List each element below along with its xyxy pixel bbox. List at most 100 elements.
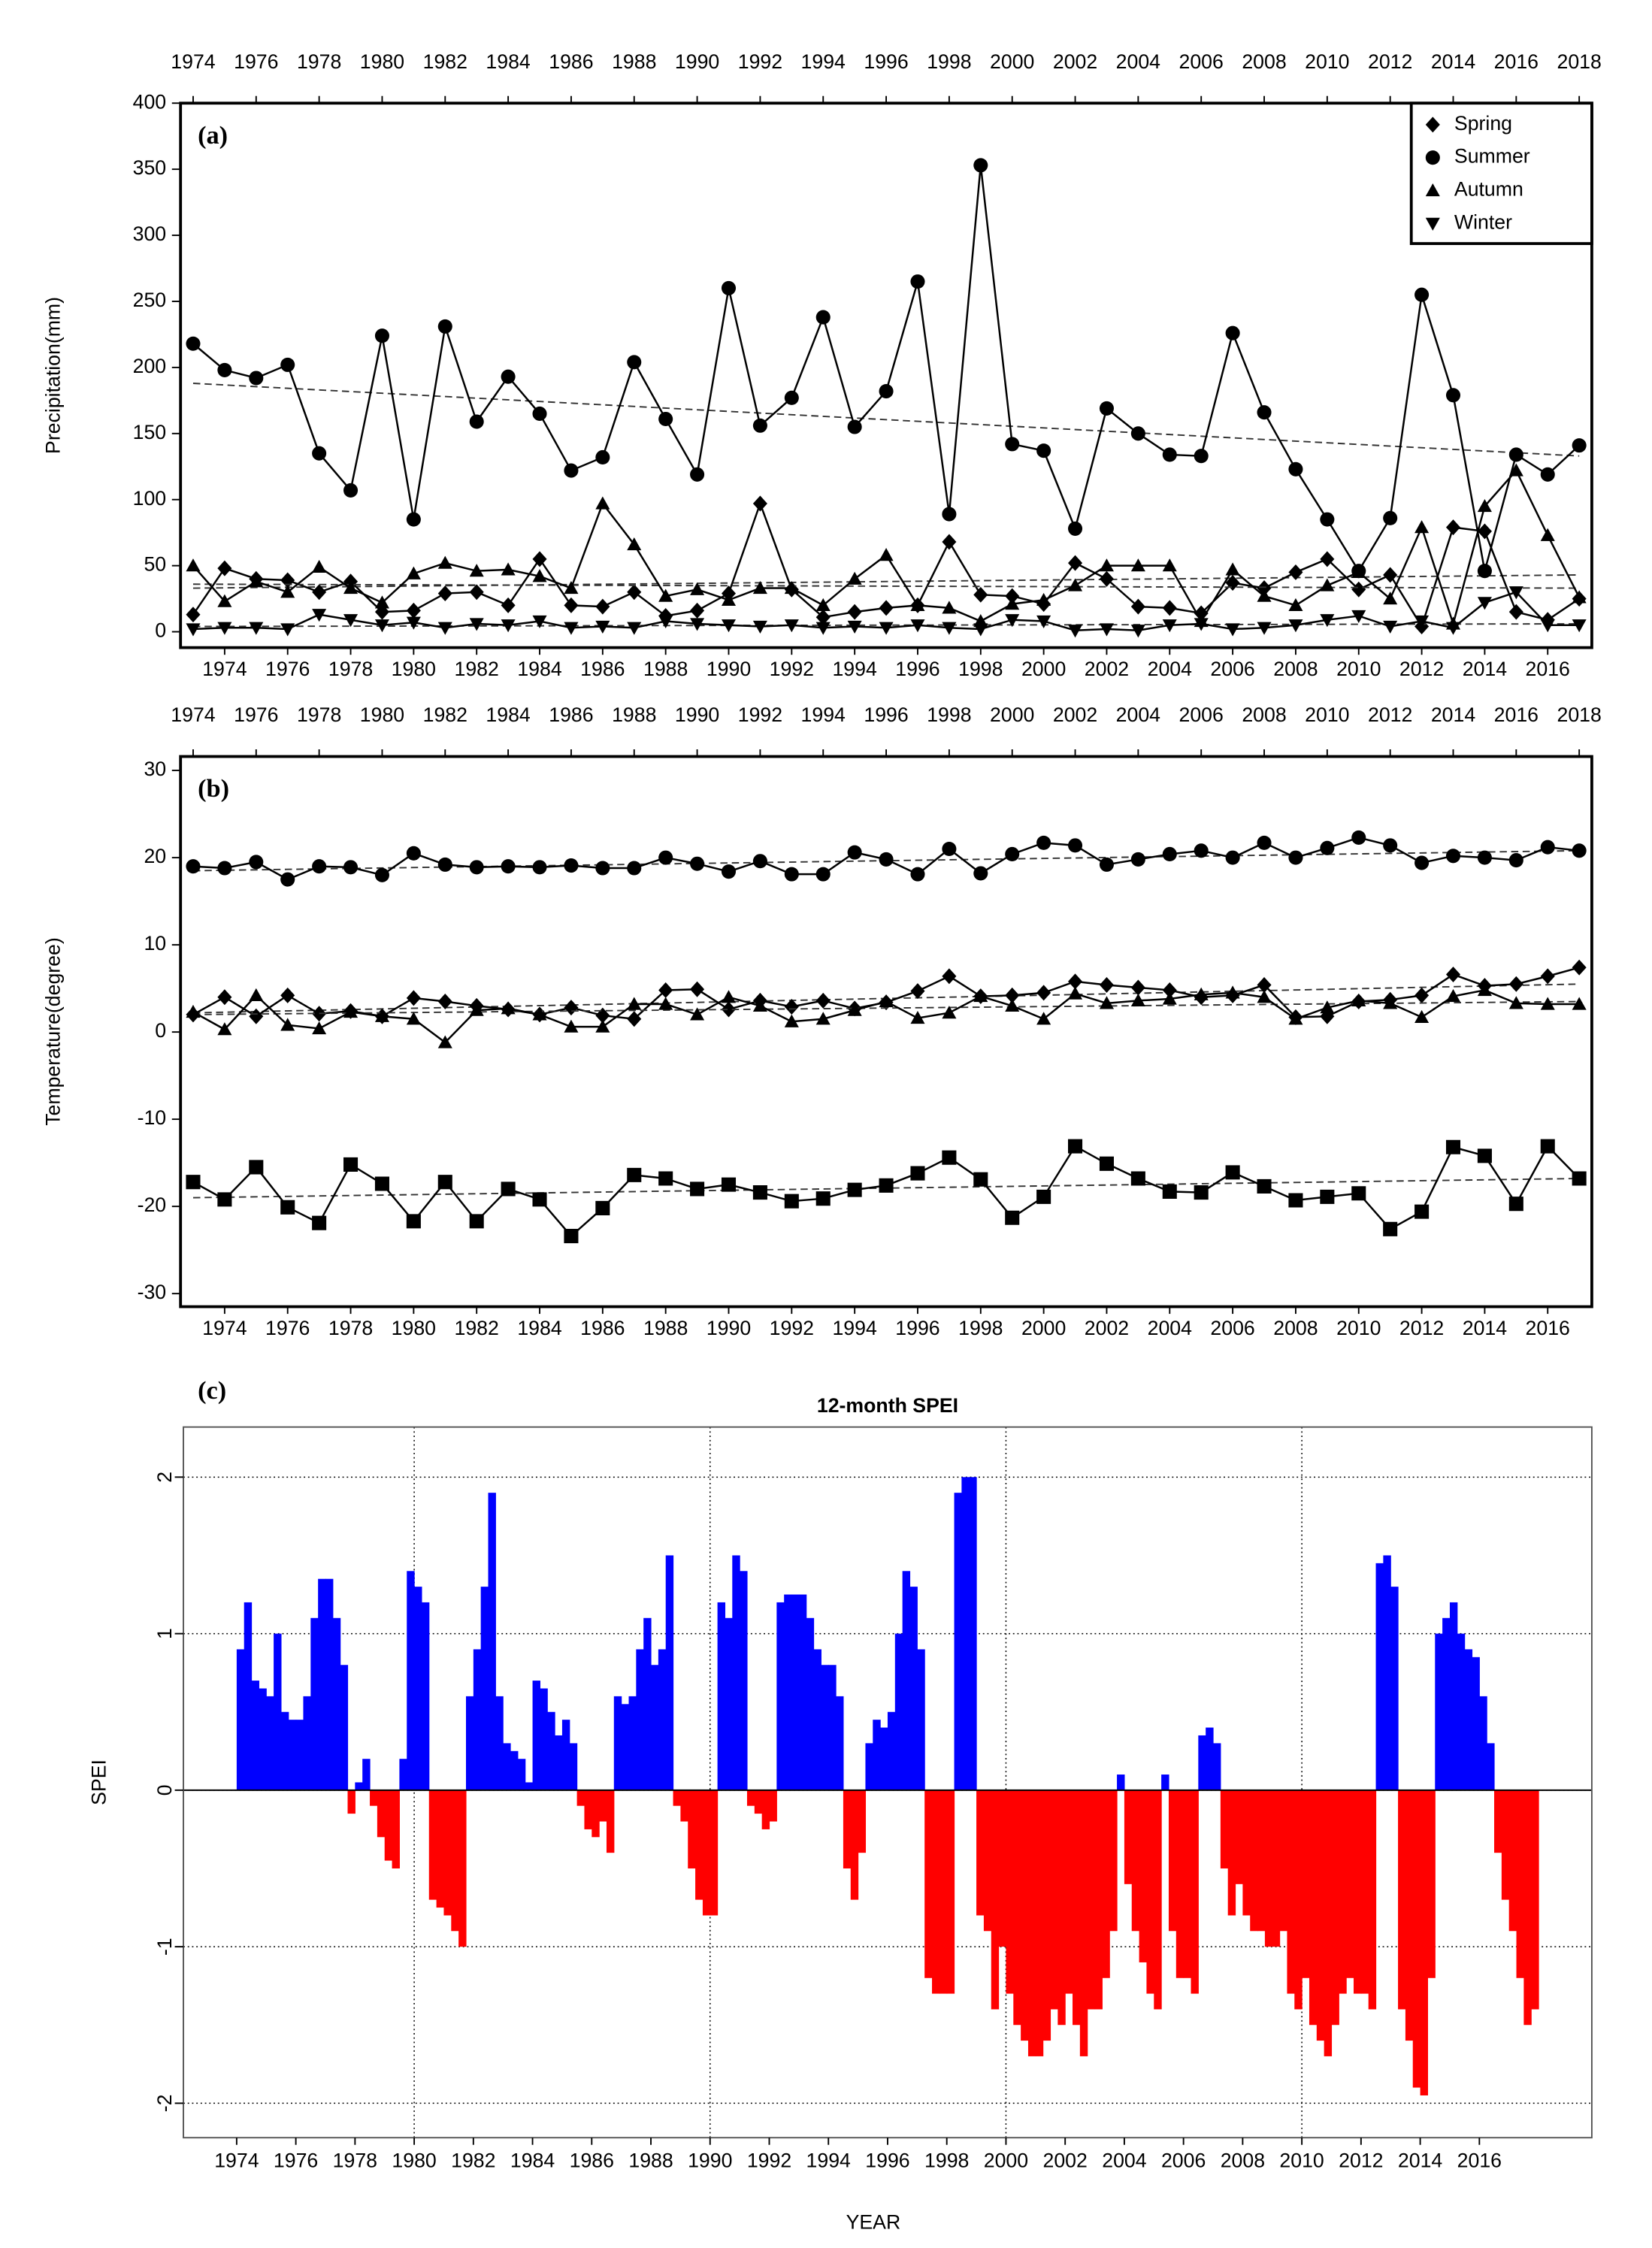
marker xyxy=(815,310,831,325)
bar xyxy=(946,1790,955,1994)
marker xyxy=(1194,618,1209,631)
marker xyxy=(879,600,894,616)
x2-tick-label: 1990 xyxy=(675,50,719,73)
x-tick-label: 1992 xyxy=(747,2150,791,2172)
marker xyxy=(1162,991,1177,1005)
bar xyxy=(613,1696,622,1790)
marker xyxy=(595,1007,610,1024)
trend-line xyxy=(192,383,1580,457)
marker xyxy=(1288,598,1303,612)
x-tick-label: 1974 xyxy=(214,2150,259,2172)
bar xyxy=(525,1782,534,1790)
bar xyxy=(555,1735,563,1790)
marker xyxy=(973,586,988,603)
bar xyxy=(636,1649,644,1790)
x2-tick-label: 2006 xyxy=(1179,50,1224,73)
x-tick-label: 1998 xyxy=(924,2150,969,2172)
marker xyxy=(186,607,201,623)
marker xyxy=(1099,1156,1114,1171)
marker xyxy=(1508,853,1523,868)
bar xyxy=(732,1555,740,1790)
x-tick-label: 1978 xyxy=(328,1317,373,1339)
marker xyxy=(752,418,767,433)
marker xyxy=(1572,590,1587,604)
x-tick-label: 1988 xyxy=(628,2150,673,2172)
x-tick-label: 2002 xyxy=(1043,2150,1088,2172)
bar xyxy=(436,1790,445,1908)
marker xyxy=(186,336,201,351)
bar xyxy=(843,1790,852,1868)
x2-tick-label: 1982 xyxy=(423,703,467,726)
marker xyxy=(1130,1171,1145,1186)
marker xyxy=(1508,463,1523,477)
x-tick-label: 1978 xyxy=(333,2150,377,2172)
y-tick-label: 0 xyxy=(155,619,166,642)
bar xyxy=(902,1571,911,1790)
marker xyxy=(217,362,232,377)
marker xyxy=(1508,976,1523,992)
marker xyxy=(312,559,327,573)
marker xyxy=(343,483,359,498)
marker xyxy=(658,1171,673,1186)
marker xyxy=(532,569,547,582)
bar xyxy=(399,1759,407,1790)
bar xyxy=(1013,1790,1021,2026)
x-tick-label: 1990 xyxy=(688,2150,732,2172)
marker xyxy=(1225,985,1240,999)
x2-tick-label: 1986 xyxy=(549,50,593,73)
marker xyxy=(1540,840,1555,855)
marker xyxy=(1320,512,1335,527)
bar xyxy=(1390,1587,1399,1790)
bar xyxy=(584,1790,592,1829)
x-tick-label: 2004 xyxy=(1148,1317,1193,1339)
bar xyxy=(932,1790,940,1994)
marker xyxy=(374,867,389,882)
marker xyxy=(501,562,516,576)
marker xyxy=(847,571,862,585)
marker xyxy=(374,1176,389,1191)
x-tick-label: 1998 xyxy=(958,1317,1003,1339)
bar xyxy=(710,1790,719,1916)
bar xyxy=(465,1696,474,1790)
marker xyxy=(910,1011,925,1024)
marker xyxy=(847,419,862,434)
marker xyxy=(752,495,767,512)
x-tick-label: 2012 xyxy=(1399,658,1444,680)
bar xyxy=(954,1493,962,1790)
marker xyxy=(658,850,673,865)
bar xyxy=(1065,1790,1073,1994)
marker xyxy=(815,992,831,1009)
bar xyxy=(798,1594,807,1790)
marker xyxy=(1477,850,1492,865)
marker xyxy=(1288,564,1303,580)
marker xyxy=(1036,1189,1051,1204)
bar xyxy=(1339,1790,1347,1994)
x2-tick-label: 2000 xyxy=(990,50,1034,73)
marker xyxy=(312,609,327,622)
x2-tick-label: 2012 xyxy=(1368,50,1412,73)
marker xyxy=(595,496,610,510)
marker xyxy=(721,864,737,879)
marker xyxy=(815,1012,831,1025)
marker xyxy=(217,861,232,876)
x-tick-label: 2008 xyxy=(1273,1317,1318,1339)
y-tick-label: -1 xyxy=(153,1938,176,1956)
bar xyxy=(318,1578,326,1790)
legend-marker xyxy=(1425,217,1440,231)
marker xyxy=(280,1018,295,1031)
bar xyxy=(939,1790,948,1994)
bar xyxy=(280,1711,289,1790)
marker xyxy=(721,280,737,295)
marker xyxy=(1540,968,1555,985)
x2-tick-label: 1974 xyxy=(171,703,216,726)
marker xyxy=(1540,997,1555,1010)
marker xyxy=(312,1021,327,1035)
marker xyxy=(217,622,232,635)
marker xyxy=(658,997,673,1010)
marker xyxy=(1005,846,1020,861)
x-tick-label: 2010 xyxy=(1279,2150,1324,2172)
marker xyxy=(437,994,452,1010)
marker xyxy=(1414,987,1430,1003)
bar xyxy=(1487,1743,1495,1790)
x-tick-label: 1990 xyxy=(706,1317,751,1339)
